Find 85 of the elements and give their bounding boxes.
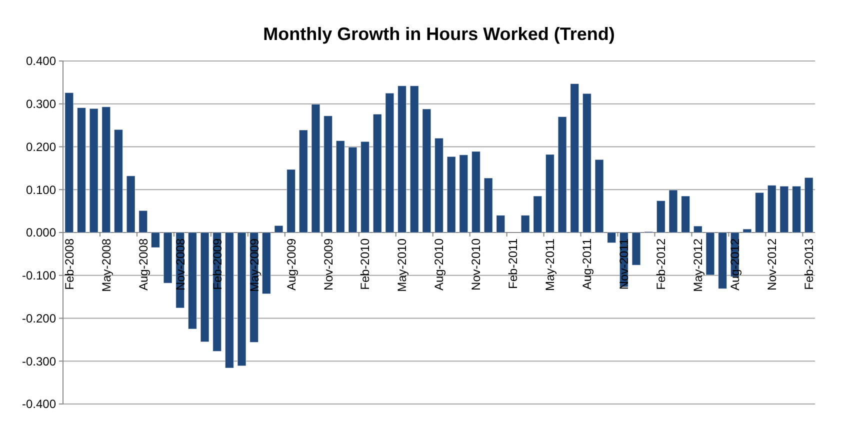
bar — [372, 114, 382, 233]
x-tick-label: May-2009 — [247, 238, 262, 292]
bar — [385, 92, 394, 233]
bar — [89, 108, 98, 233]
bar — [286, 169, 296, 233]
bar — [607, 232, 616, 244]
bar — [546, 154, 554, 233]
bar — [681, 196, 690, 233]
y-tick-label: -0.200 — [22, 311, 56, 326]
bar — [398, 86, 406, 233]
bar — [262, 232, 271, 294]
bar — [484, 178, 493, 233]
x-tick-label: May-2012 — [691, 238, 706, 292]
bar — [114, 129, 123, 233]
bar — [446, 156, 456, 233]
bar — [360, 141, 370, 233]
bar — [668, 190, 678, 233]
x-tick-label: Aug-2011 — [580, 238, 594, 290]
x-tick-label: Aug-2008 — [136, 238, 150, 291]
bar — [472, 151, 480, 233]
bar — [151, 232, 160, 248]
y-tick-label: -0.400 — [22, 397, 56, 412]
bar — [77, 107, 86, 233]
bar — [804, 177, 814, 233]
x-tick-label: Nov-2012 — [765, 238, 780, 291]
bar — [298, 130, 308, 233]
bar — [102, 106, 111, 233]
bar — [336, 140, 345, 233]
bar — [706, 232, 715, 276]
bar — [324, 116, 332, 233]
x-tick-label: Feb-2009 — [210, 238, 224, 290]
x-tick-label: Feb-2011 — [506, 238, 520, 289]
y-tick-label: 0.300 — [26, 97, 56, 112]
x-tick-label: Feb-2010 — [358, 238, 372, 290]
y-tick-label: -0.300 — [22, 354, 56, 368]
bar — [348, 146, 358, 233]
x-tick-label: Nov-2008 — [173, 238, 188, 291]
bar — [200, 232, 210, 342]
x-tick-label: Nov-2009 — [321, 238, 336, 291]
bar — [163, 232, 172, 284]
bar — [237, 232, 246, 366]
x-tick-label: Nov-2010 — [469, 238, 484, 291]
bar — [138, 210, 148, 233]
bar — [792, 186, 801, 233]
bar — [570, 83, 580, 233]
bar — [311, 104, 320, 233]
bar — [520, 215, 530, 233]
y-tick-label: 0.000 — [26, 226, 56, 240]
bar — [718, 232, 727, 289]
bar — [755, 192, 764, 233]
bar — [780, 186, 789, 233]
x-tick-label: Nov-2011 — [617, 238, 632, 290]
bar — [422, 108, 432, 233]
y-tick-label: 0.200 — [26, 140, 56, 154]
bar — [656, 200, 666, 233]
x-tick-label: Feb-2012 — [654, 238, 668, 290]
x-tick-label: Feb-2008 — [62, 238, 76, 290]
bar — [767, 185, 776, 233]
bar — [632, 232, 641, 266]
y-tick-label: -0.100 — [22, 268, 56, 283]
bar — [410, 86, 419, 233]
y-tick-label: 0.100 — [26, 182, 56, 197]
bar — [594, 159, 604, 233]
bar — [459, 154, 468, 233]
bar — [64, 92, 74, 233]
x-tick-label: Aug-2009 — [284, 238, 298, 291]
bar — [274, 225, 284, 233]
x-tick-label: Aug-2010 — [432, 238, 446, 291]
x-tick-label: Feb-2013 — [802, 238, 816, 290]
bar — [742, 228, 752, 233]
x-tick-label: May-2010 — [395, 238, 410, 292]
x-tick-label: May-2011 — [543, 238, 558, 291]
bar — [496, 215, 506, 233]
bar — [126, 176, 136, 233]
bar — [582, 93, 592, 233]
bar — [693, 226, 702, 233]
x-tick-label: Aug-2012 — [728, 238, 742, 291]
chart-title: Monthly Growth in Hours Worked (Trend) — [263, 24, 615, 44]
bar — [188, 232, 197, 330]
y-tick-label: 0.400 — [26, 54, 56, 68]
bar — [434, 138, 444, 233]
bar — [533, 196, 542, 233]
bar — [224, 232, 234, 368]
x-tick-label: May-2008 — [99, 238, 114, 292]
bar — [558, 116, 567, 233]
